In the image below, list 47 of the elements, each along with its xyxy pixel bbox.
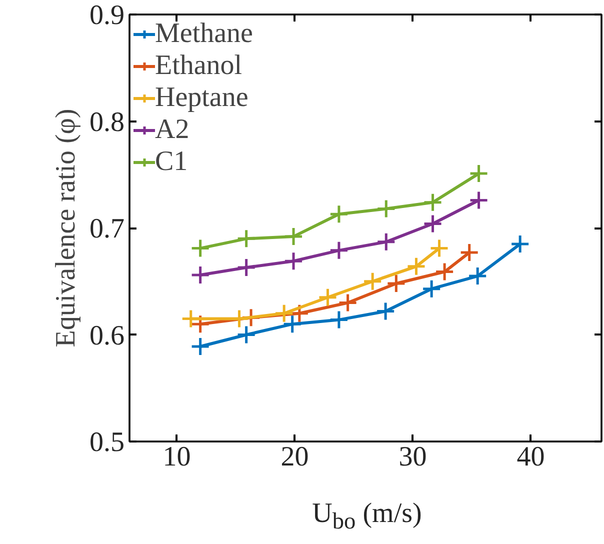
x-tick-label: 30 — [398, 442, 427, 472]
point — [386, 274, 406, 294]
point — [329, 240, 349, 260]
point — [236, 325, 256, 344]
x-axis-title: U$_{bo}$ (m/s) — [312, 497, 422, 537]
point — [329, 310, 349, 330]
point — [376, 199, 396, 219]
legend-label: A2 — [155, 114, 190, 146]
point — [434, 262, 454, 282]
point — [510, 234, 530, 254]
legend-label: Heptane — [155, 82, 248, 114]
point — [362, 272, 382, 292]
legend-label: C1 — [155, 146, 188, 178]
point — [190, 238, 210, 258]
point — [284, 226, 304, 246]
point — [236, 228, 256, 248]
legend-label: Methane — [155, 18, 253, 50]
y-tick-label: 0.8 — [90, 106, 124, 138]
point — [423, 192, 443, 212]
point — [190, 265, 210, 285]
point — [318, 288, 338, 308]
point — [338, 292, 358, 312]
point — [190, 336, 210, 356]
point — [329, 204, 349, 224]
point — [423, 214, 443, 234]
y-tick-label: 0.9 — [90, 0, 124, 31]
point — [376, 232, 396, 252]
y-tick-label: 0.5 — [90, 427, 124, 458]
point — [274, 304, 294, 324]
point — [469, 164, 489, 184]
point — [469, 190, 489, 210]
point — [236, 258, 256, 278]
point — [376, 302, 396, 322]
y-tick-label: 0.6 — [90, 320, 124, 352]
point — [460, 242, 480, 262]
point — [406, 256, 426, 276]
x-tick-label: 10 — [162, 442, 191, 472]
point — [422, 279, 442, 299]
point — [282, 314, 302, 334]
x-tick-label: 40 — [516, 442, 545, 472]
legend-label: Ethanol — [155, 50, 242, 82]
y-axis-title: Equivalence ratio (φ) — [50, 108, 82, 348]
point — [284, 251, 304, 271]
point — [430, 238, 449, 258]
x-tick-label: 20 — [280, 442, 309, 472]
point — [468, 266, 488, 286]
y-tick-label: 0.7 — [90, 214, 124, 244]
